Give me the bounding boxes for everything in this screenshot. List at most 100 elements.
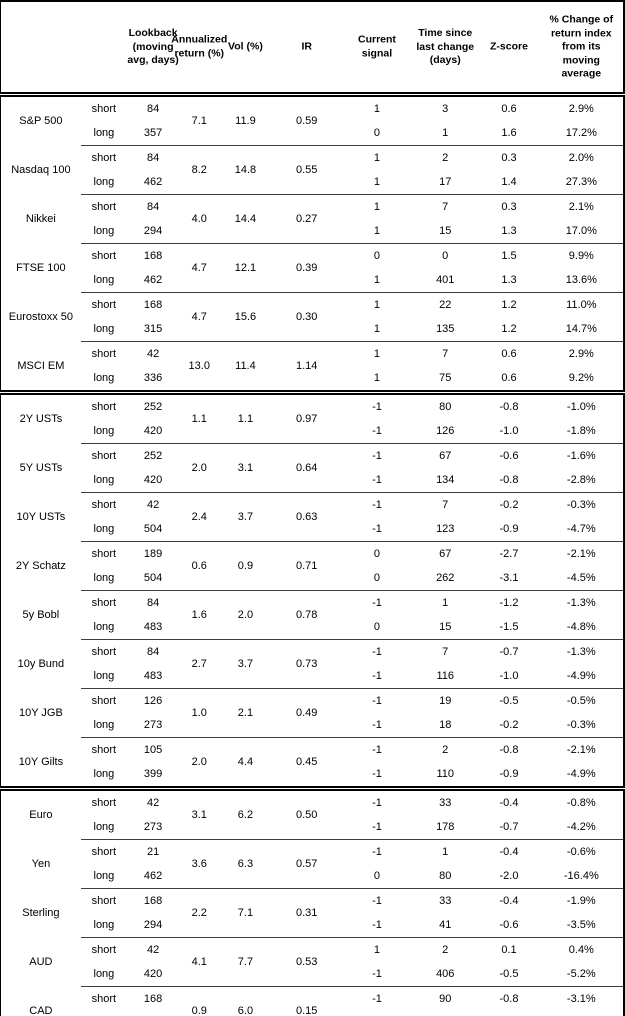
cell-current-signal: -1 bbox=[342, 1011, 412, 1016]
table-row: Yen short 21 3.6 6.3 0.57 -1 1 -0.4 -0.6% bbox=[1, 839, 624, 889]
cell-current-signal: -1 bbox=[341, 492, 413, 517]
cell-annualized-return: 4.7 bbox=[179, 292, 220, 342]
cell-time-since-last-change: 1 bbox=[442, 127, 449, 139]
cell-time-since-last-change: 123 bbox=[436, 523, 455, 535]
cell-current-signal: -1 bbox=[372, 719, 382, 731]
asset-group: 5Y USTs short 252 2.0 3.1 0.64 -1 67 -0.6 -1.6% lo… bbox=[1, 443, 624, 493]
table-row: long 294 -1 41 -0.6 -3.5% bbox=[1, 913, 625, 938]
cell-time-since-last-change: 126 bbox=[436, 425, 455, 437]
table-row: Nikkei short 84 4.0 14.4 0.27 1 7 0.3 2.1% bbox=[1, 194, 624, 244]
cell-annualized-return: 1.6 bbox=[179, 590, 220, 640]
cell-current-signal: 0 bbox=[373, 621, 381, 633]
cell-pct-change: 0.4% bbox=[539, 937, 624, 962]
cell-pct-change: -1.3% bbox=[539, 590, 624, 615]
cell-vol: 4.4 bbox=[219, 737, 272, 789]
cell-current-signal: 1 bbox=[341, 292, 413, 317]
cell-ir: 0.55 bbox=[271, 145, 342, 195]
cell-pct-change: -4.2% bbox=[566, 821, 596, 833]
table-row: long 462 0 80 -2.0 -16.4% bbox=[1, 864, 625, 889]
cell-ir: 0.50 bbox=[271, 786, 342, 840]
asset-group: 10Y JGB short 126 1.0 2.1 0.49 -1 19 -0.5 -0.5% lo… bbox=[1, 688, 624, 738]
cell-z-score: -0.9 bbox=[499, 523, 519, 535]
cell-z-score: -3.1 bbox=[499, 572, 519, 584]
cell-z-score: -0.6 bbox=[478, 443, 540, 468]
asset-name: AUD bbox=[29, 956, 53, 968]
cell-z-score: -0.8 bbox=[478, 737, 540, 762]
horizon-label: short bbox=[80, 839, 127, 864]
cell-time-since-last-change: 406 bbox=[436, 968, 455, 980]
cell-z-score: 0.3 bbox=[478, 145, 540, 170]
cell-current-signal: -1 bbox=[341, 443, 413, 468]
column-header-ir: IR bbox=[271, 1, 342, 97]
table-row: long 504 0 262 -3.1 -4.5% bbox=[1, 566, 625, 591]
column-header-asset bbox=[0, 1, 81, 97]
asset-group: 10y Bund short 84 2.7 3.7 0.73 -1 7 -0.7 -1.3% lon… bbox=[1, 639, 624, 689]
asset-group: 2Y USTs short 252 1.1 1.1 0.97 -1 80 -0.8 -1.0% lo… bbox=[0, 390, 624, 444]
cell-z-score: 1.6 bbox=[501, 127, 517, 139]
cell-pct-change: -3.5% bbox=[566, 919, 596, 931]
cell-pct-change: 17.0% bbox=[565, 225, 597, 237]
horizon-label: long bbox=[93, 323, 115, 335]
cell-time-since-last-change: 1 bbox=[412, 590, 479, 615]
cell-annualized-return: 2.0 bbox=[179, 737, 220, 789]
table-row: long 462 1 401 1.3 13.6% bbox=[1, 268, 625, 293]
horizon-label: long bbox=[93, 225, 115, 237]
column-header-z-score-label: Z-score bbox=[490, 40, 528, 53]
cell-pct-change: 2.1% bbox=[539, 194, 624, 219]
cell-current-signal: -1 bbox=[372, 425, 382, 437]
cell-ir: 1.14 bbox=[271, 341, 342, 393]
table-row: 5Y USTs short 252 2.0 3.1 0.64 -1 67 -0.6 -1.6% bbox=[1, 443, 624, 493]
horizon-label: short bbox=[80, 443, 127, 468]
horizon-label: short bbox=[80, 243, 127, 268]
cell-pct-change: -0.8% bbox=[539, 786, 624, 815]
cell-lookback: 42 bbox=[126, 786, 180, 815]
cell-vol: 6.2 bbox=[219, 786, 272, 840]
cell-time-since-last-change: 15 bbox=[439, 621, 452, 633]
cell-time-since-last-change: 7 bbox=[412, 194, 479, 219]
asset-name: Eurostoxx 50 bbox=[8, 311, 73, 323]
cell-pct-change: -1.8% bbox=[566, 425, 596, 437]
cell-current-signal: -1 bbox=[341, 839, 413, 864]
table-row: long 504 -1 123 -0.9 -4.7% bbox=[1, 517, 625, 542]
cell-annualized-return: 1.1 bbox=[179, 390, 220, 444]
cell-lookback: 252 bbox=[126, 443, 180, 468]
cell-lookback: 42 bbox=[126, 937, 180, 962]
cell-lookback: 294 bbox=[143, 919, 163, 931]
cell-time-since-last-change: 19 bbox=[412, 688, 479, 713]
horizon-label: short bbox=[80, 786, 127, 815]
cell-lookback: 462 bbox=[143, 274, 163, 286]
cell-z-score: -1.2 bbox=[478, 590, 540, 615]
cell-pct-change: 2.9% bbox=[568, 103, 594, 115]
cell-pct-change: -7.1% bbox=[540, 1011, 624, 1016]
cell-annualized-return: 13.0 bbox=[179, 341, 220, 393]
table-row: CAD short 168 0.9 6.0 0.15 -1 90 -0.8 -3.1% bbox=[1, 986, 624, 1016]
asset-name: 2Y Schatz bbox=[15, 560, 66, 572]
table-row: 2Y Schatz short 189 0.6 0.9 0.71 0 67 -2.7 -2.1% bbox=[1, 541, 624, 591]
horizon-label: long bbox=[93, 768, 115, 780]
horizon-label: long bbox=[81, 1011, 127, 1016]
horizon-label: short bbox=[80, 292, 127, 317]
cell-current-signal: 0 bbox=[373, 870, 381, 882]
cell-z-score: -0.5 bbox=[478, 688, 540, 713]
cell-lookback: 168 bbox=[126, 888, 180, 913]
horizon-label: long bbox=[93, 176, 115, 188]
cell-current-signal: 0 bbox=[373, 572, 381, 584]
cell-lookback: 483 bbox=[143, 621, 163, 633]
cell-lookback: 168 bbox=[126, 986, 180, 1011]
table-row: S&P 500 short 84 7.1 11.9 0.59 1 3 0.6 2.9% bbox=[1, 95, 625, 127]
horizon-label: short bbox=[91, 103, 117, 115]
horizon-label: short bbox=[80, 194, 127, 219]
asset-name: FTSE 100 bbox=[16, 262, 66, 274]
table-row: long 462 1 17 1.4 27.3% bbox=[1, 170, 625, 195]
cell-pct-change: -4.5% bbox=[566, 572, 596, 584]
table-row: MSCI EM short 42 13.0 11.4 1.14 1 7 0.6 2.9% bbox=[1, 341, 624, 393]
cell-z-score: -0.8 bbox=[478, 390, 540, 419]
horizon-label: short bbox=[80, 737, 127, 762]
asset-name: Sterling bbox=[22, 907, 60, 919]
column-header-annualized-return-label: Annualized return (%) bbox=[171, 33, 228, 60]
column-header-vol: Vol (%) bbox=[219, 1, 272, 97]
cell-pct-change: 17.2% bbox=[565, 127, 597, 139]
cell-z-score: -0.8 bbox=[478, 986, 540, 1011]
cell-time-since-last-change: 17 bbox=[439, 176, 452, 188]
